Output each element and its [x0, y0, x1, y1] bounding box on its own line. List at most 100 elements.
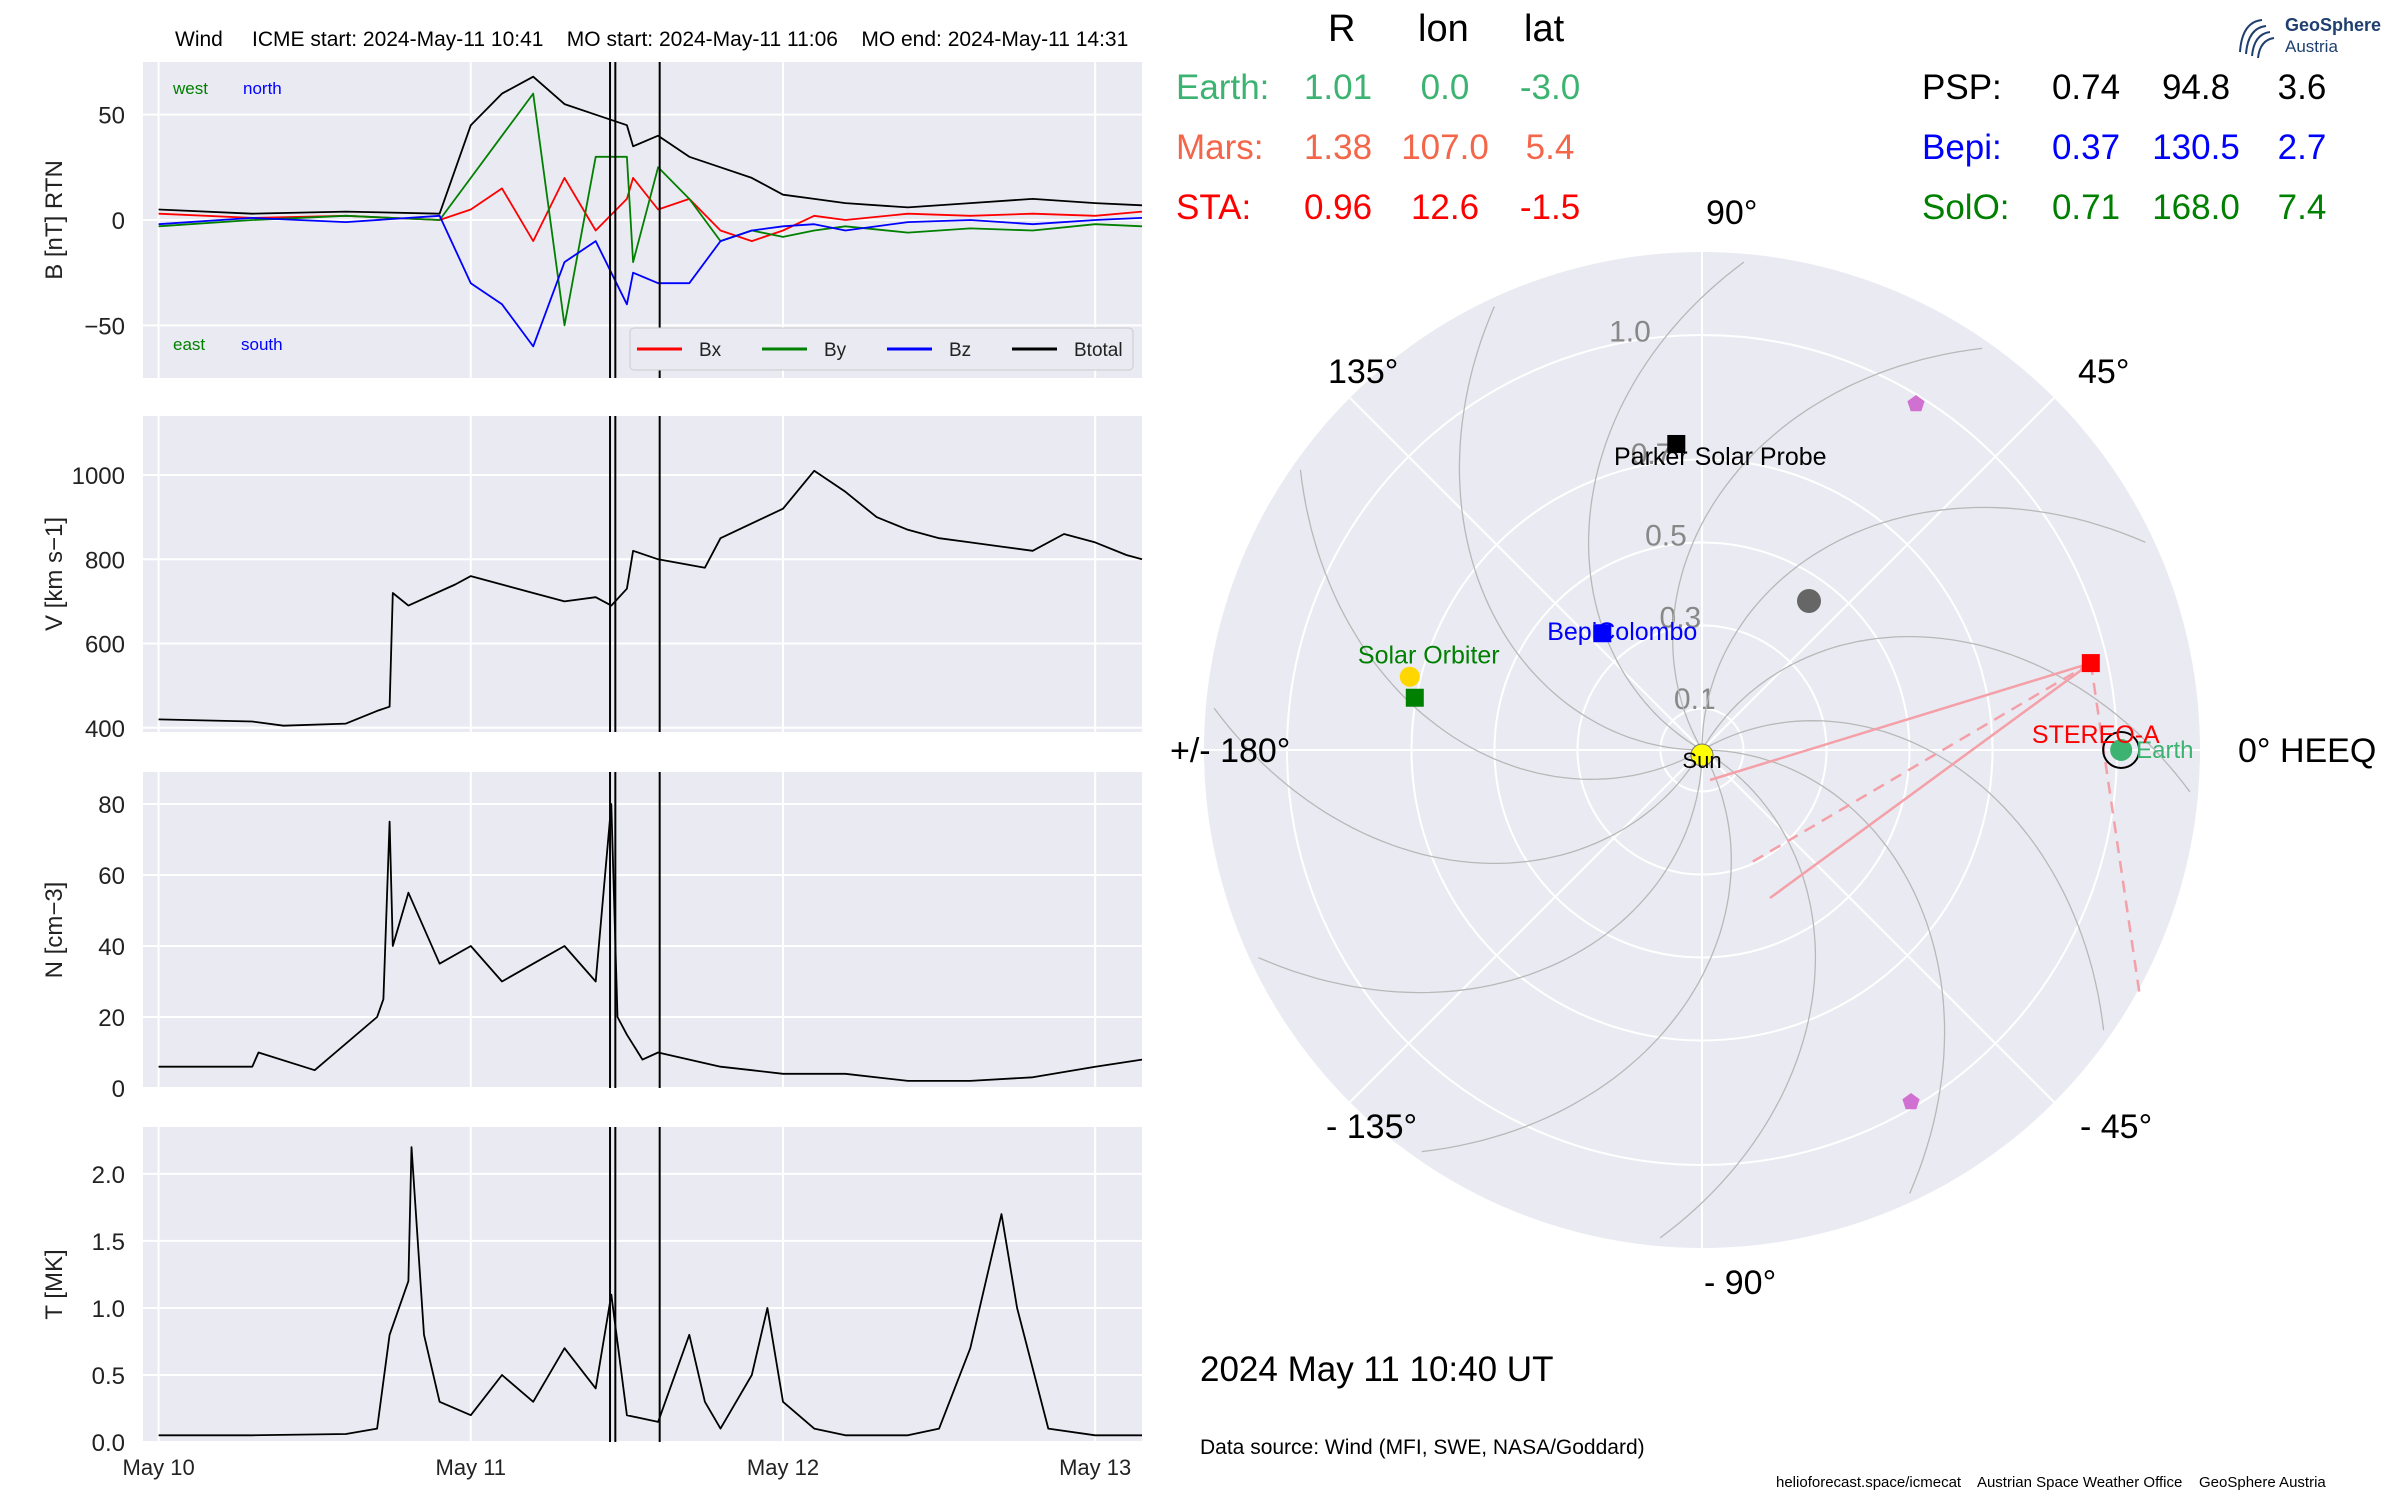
y-tick-label: 1000: [72, 463, 125, 490]
bepi-label: BepiColombo: [1547, 618, 1697, 646]
right-row-r: 0.74: [2051, 68, 2121, 107]
legend-label-bx: Bx: [699, 340, 722, 361]
right-row-r: 0.71: [2051, 188, 2121, 227]
footer-url[interactable]: helioforecast.space/icmecat: [1776, 1474, 1962, 1491]
annotation-east: east: [173, 335, 205, 354]
sta-connection-line: [1709, 661, 2092, 782]
angle-label-0: 0° HEEQ: [2238, 732, 2377, 770]
timeseries-panel-3: 2.0 1.5 1.0 0.5 0.0 T [MK]: [41, 1127, 1142, 1457]
bepi-marker: [1593, 624, 1612, 643]
table-header-lat: lat: [1524, 8, 1565, 50]
x-tick-label: May 12: [747, 1455, 819, 1480]
angle-label-m90: - 90°: [1704, 1264, 1777, 1302]
earth-marker: [2110, 739, 2133, 761]
y-tick-label: 60: [98, 863, 125, 890]
parker-spiral-line: [1587, 261, 1745, 751]
parker-spiral-line: [1672, 347, 1983, 751]
y-axis-label: T [MK]: [41, 1249, 68, 1319]
mars-marker: [1797, 589, 1821, 613]
x-tick-label: May 10: [123, 1455, 195, 1480]
right-row-lat: 2.7: [2277, 128, 2327, 167]
header-icme-start: ICME start: 2024-May-11 10:41: [252, 28, 544, 51]
psp-label: Parker Solar Probe: [1614, 443, 1827, 471]
y-tick-label: 0.5: [92, 1363, 125, 1390]
y-tick-label: 1.5: [92, 1229, 125, 1256]
body-bepi: BepiColombo: [1547, 618, 1697, 646]
legend-label-bz: Bz: [949, 340, 971, 361]
y-tick-label: 20: [98, 1005, 125, 1032]
y-tick-label: 800: [85, 547, 125, 574]
right-row-label: SolO:: [1922, 188, 2010, 227]
panel-background: [143, 772, 1142, 1088]
comet-marker: [1907, 395, 1925, 412]
header-mo-end: MO end: 2024-May-11 14:31: [861, 28, 1129, 51]
solo-label: Solar Orbiter: [1358, 642, 1500, 670]
table-header-r: R: [1328, 8, 1356, 50]
parker-spiral-line: [1258, 749, 1703, 994]
sun-label: Sun: [1682, 748, 1721, 773]
psp-marker: [1667, 434, 1686, 453]
x-tick-label: May 11: [436, 1455, 507, 1480]
right-row-lon: 130.5: [2152, 128, 2240, 167]
angle-label-135: 135°: [1328, 353, 1399, 391]
angular-grid-line: [1701, 749, 2055, 1103]
y-axis-label: B [nT] RTN: [41, 160, 68, 280]
plot-header: Wind ICME start: 2024-May-11 10:41 MO st…: [175, 28, 1128, 52]
logo-name: GeoSphere: [2285, 15, 2382, 35]
legend-label-by: By: [824, 340, 847, 361]
sta-connection-line: [1769, 662, 2092, 900]
left-row-lat: -1.5: [1519, 188, 1581, 227]
y-tick-label: −50: [84, 313, 125, 340]
y-tick-label: 600: [85, 632, 125, 659]
parker-spiral-line: [1701, 635, 2191, 793]
radial-label: 0.7: [1631, 438, 1673, 471]
radial-label: 0.3: [1660, 601, 1702, 634]
body-solo: Solar Orbiter: [1358, 642, 1500, 707]
left-row-r: 0.96: [1303, 188, 1373, 227]
angle-label-45: 45°: [2078, 353, 2130, 391]
y-tick-label: 0.0: [92, 1430, 125, 1457]
comet-marker: [1902, 1093, 1920, 1110]
left-row-lat: -3.0: [1519, 68, 1581, 107]
angular-grid-line: [1349, 749, 1703, 1103]
legend: Bx By Bz Btotal: [629, 327, 1134, 371]
y-tick-label: 1.0: [92, 1296, 125, 1323]
timeseries-panel-0: 50 0 −50 B [nT] RTN west north east south Bx By Bz…: [41, 62, 1143, 378]
series-line-btotal: [158, 75, 1143, 215]
right-row-lon: 168.0: [2152, 188, 2240, 227]
y-tick-label: 40: [98, 934, 125, 961]
right-row-lat: 7.4: [2277, 188, 2327, 227]
sta-label: STEREO-A: [2032, 721, 2160, 749]
y-tick-label: 2.0: [92, 1162, 125, 1189]
body-psp: Parker Solar Probe: [1614, 434, 1827, 471]
parker-spiral-line: [1213, 707, 1703, 865]
annotation-west: west: [172, 79, 208, 98]
footer-org: GeoSphere Austria: [2199, 1474, 2326, 1491]
annotation-north: north: [243, 79, 282, 98]
timeseries-panels: 50 0 −50 B [nT] RTN west north east south Bx By Bz…: [41, 62, 1143, 1480]
y-tick-label: 400: [85, 716, 125, 743]
solo-sun-marker: [1399, 666, 1420, 687]
sun-marker: [1690, 743, 1714, 767]
legend-box: [629, 327, 1134, 371]
timestamp: 2024 May 11 10:40 UT: [1200, 1350, 1554, 1389]
body-earth: Earth: [2102, 731, 2194, 769]
angle-label-180: +/- 180°: [1170, 732, 1291, 770]
series-line-bx: [158, 176, 1143, 243]
header-mo-start: MO start: 2024-May-11 11:06: [566, 28, 838, 51]
earth-orbit-ring: [2102, 731, 2141, 769]
series-line-t: [158, 1146, 1142, 1437]
y-tick-label: 0: [112, 208, 125, 235]
right-row-r: 0.37: [2051, 128, 2121, 167]
left-row-r: 1.38: [1303, 128, 1373, 167]
parker-spiral-line: [1299, 469, 1703, 780]
panel-background: [143, 416, 1142, 732]
series-line-v: [158, 469, 1143, 727]
body-sta: STEREO-A: [2032, 654, 2160, 749]
left-row-lat: 5.4: [1525, 128, 1575, 167]
angle-label-m135: - 135°: [1326, 1108, 1418, 1146]
y-tick-label: 0: [112, 1076, 125, 1103]
legend-label-btotal: Btotal: [1074, 340, 1123, 361]
left-row-lon: 0.0: [1420, 68, 1470, 107]
